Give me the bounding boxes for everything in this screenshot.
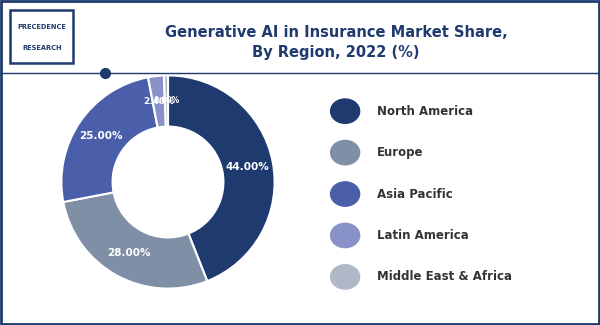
Wedge shape: [61, 77, 158, 202]
Text: Generative AI in Insurance Market Share,
By Region, 2022 (%): Generative AI in Insurance Market Share,…: [164, 25, 508, 60]
Circle shape: [331, 265, 359, 289]
Wedge shape: [148, 75, 166, 127]
Wedge shape: [164, 75, 168, 127]
Text: Latin America: Latin America: [377, 229, 469, 242]
Text: 25.00%: 25.00%: [79, 131, 123, 141]
Text: Europe: Europe: [377, 146, 424, 159]
Circle shape: [331, 223, 359, 248]
Wedge shape: [168, 75, 275, 281]
Text: PRECEDENCE: PRECEDENCE: [17, 24, 66, 30]
Text: 28.00%: 28.00%: [107, 248, 151, 258]
FancyBboxPatch shape: [10, 10, 73, 63]
Text: 0.60%: 0.60%: [154, 97, 179, 106]
Text: 44.00%: 44.00%: [226, 162, 269, 172]
Wedge shape: [63, 192, 207, 289]
Circle shape: [331, 140, 359, 165]
Text: RESEARCH: RESEARCH: [22, 45, 62, 51]
Text: 2.40%: 2.40%: [143, 97, 175, 106]
Text: Middle East & Africa: Middle East & Africa: [377, 270, 512, 283]
Circle shape: [331, 182, 359, 206]
Text: North America: North America: [377, 105, 473, 118]
Circle shape: [331, 99, 359, 123]
Text: Asia Pacific: Asia Pacific: [377, 188, 452, 201]
